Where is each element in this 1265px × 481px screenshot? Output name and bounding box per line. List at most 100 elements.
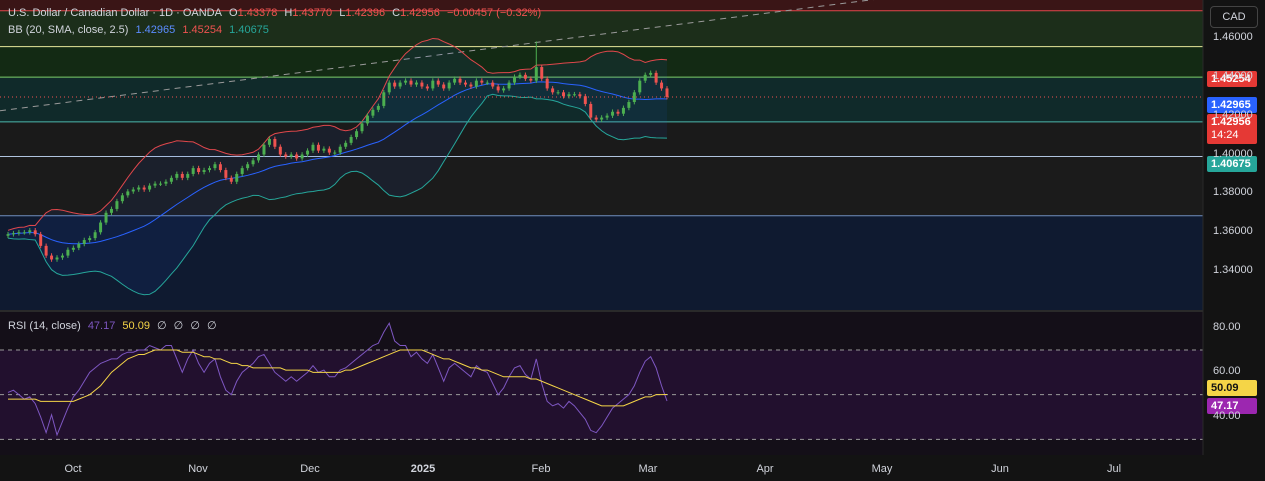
candle-body xyxy=(474,80,478,87)
candle-body xyxy=(600,117,604,120)
price-zone xyxy=(0,0,1203,11)
price-tick-label: 1.42000 xyxy=(1213,108,1253,121)
candle-body xyxy=(295,154,299,159)
bb-basis-line xyxy=(7,81,668,245)
bb-legend[interactable]: BB (20, SMA, close, 2.5) 1.42965 1.45254… xyxy=(8,24,273,36)
price-zone xyxy=(0,156,1203,216)
candle-body xyxy=(496,86,500,91)
candle-body xyxy=(33,230,37,235)
currency-selector[interactable]: CAD xyxy=(1210,6,1258,28)
candle-body xyxy=(120,195,124,202)
price-tick-label: 1.36000 xyxy=(1213,225,1253,238)
candle-body xyxy=(572,94,576,96)
rsi-badge: 47.17 xyxy=(1207,398,1257,414)
price-zone xyxy=(0,77,1203,122)
time-tick-label: Jul xyxy=(1106,463,1122,475)
bb-upper-line xyxy=(7,37,668,231)
ohlc-legend: U.S. Dollar / Canadian Dollar · 1D · OAN… xyxy=(8,7,545,19)
candle-body xyxy=(660,82,664,89)
candle-body xyxy=(540,67,544,79)
candle-body xyxy=(545,78,549,89)
candle-body xyxy=(616,111,620,114)
price-zone xyxy=(0,46,1203,78)
candle-body xyxy=(344,142,348,147)
candle-body xyxy=(431,80,435,89)
rsi-extra-1: ∅ xyxy=(157,320,167,332)
candle-body xyxy=(126,191,130,196)
low-value: 1.42396 xyxy=(345,7,386,19)
rsi-tick-label: 60.00 xyxy=(1213,365,1241,378)
price-tick-label: 1.40000 xyxy=(1213,147,1253,160)
candle-body xyxy=(562,92,566,97)
bb-upper-badge: 1.45254 xyxy=(1207,71,1257,87)
candle-body xyxy=(278,146,282,155)
candle-body xyxy=(338,146,342,153)
candle-body xyxy=(322,148,326,151)
rsi-extra-3: ∅ xyxy=(190,320,200,332)
candle-body xyxy=(480,80,484,83)
rsi-ma-value: 50.09 xyxy=(122,320,150,332)
candle-body xyxy=(267,138,271,145)
rsi-extra-2: ∅ xyxy=(173,320,184,332)
candle-body xyxy=(229,177,233,182)
price-tick-label: 1.46000 xyxy=(1213,30,1253,43)
candle-body xyxy=(28,230,32,233)
close-price-badge: 1.42956 14:24 xyxy=(1207,114,1257,144)
candle-body xyxy=(589,103,593,118)
candle-body xyxy=(175,173,179,178)
candle-body xyxy=(262,144,266,155)
candle-body xyxy=(246,164,250,169)
time-tick-label: Nov xyxy=(188,463,208,475)
candle-body xyxy=(218,164,222,171)
candle-body xyxy=(507,82,511,89)
candle-body xyxy=(387,82,391,93)
price-zone xyxy=(0,10,1203,47)
rsi-ma-line xyxy=(8,349,668,407)
candle-body xyxy=(197,168,201,173)
rsi-tick-label: 80.00 xyxy=(1213,320,1241,333)
open-value: 1.43378 xyxy=(237,7,278,19)
candle-body xyxy=(414,82,418,85)
bb-fill xyxy=(8,38,667,295)
candle-body xyxy=(404,80,408,83)
candle-body xyxy=(409,80,413,85)
candle-body xyxy=(355,131,359,138)
candle-body xyxy=(518,74,522,77)
price-tick-label: 1.38000 xyxy=(1213,186,1253,199)
candle-body xyxy=(77,243,81,248)
candle-body xyxy=(382,92,386,106)
candle-body xyxy=(208,168,212,171)
candle-body xyxy=(82,240,86,244)
candle-body xyxy=(583,96,587,104)
candle-body xyxy=(22,232,26,234)
rsi-legend[interactable]: RSI (14, close) 47.17 50.09 ∅ ∅ ∅ ∅ xyxy=(8,319,221,332)
candle-body xyxy=(109,208,113,213)
time-tick-label: Jun xyxy=(991,463,1009,475)
time-tick-label: Oct xyxy=(64,463,82,475)
candle-body xyxy=(224,170,228,178)
candle-body xyxy=(104,212,108,223)
candle-body xyxy=(6,234,10,236)
candle-body xyxy=(186,173,190,178)
candle-body xyxy=(442,84,446,89)
candle-body xyxy=(567,94,571,97)
candle-body xyxy=(621,107,625,114)
candle-body xyxy=(115,201,119,209)
candle-body xyxy=(50,255,54,260)
candle-body xyxy=(148,185,152,190)
candle-body xyxy=(169,177,173,182)
rsi-ma-badge: 50.09 xyxy=(1207,380,1257,396)
candle-body xyxy=(202,170,206,173)
candle-body xyxy=(458,78,462,83)
candle-body xyxy=(654,72,658,83)
candle-body xyxy=(284,154,288,157)
time-tick-label: Dec xyxy=(300,463,320,475)
bb-lower-badge: 1.40675 xyxy=(1207,156,1257,172)
candle-body xyxy=(306,150,310,155)
candle-body xyxy=(316,144,320,151)
price-zone xyxy=(0,215,1203,310)
candle-body xyxy=(376,105,380,110)
candle-body xyxy=(643,74,647,81)
candle-body xyxy=(360,123,364,132)
